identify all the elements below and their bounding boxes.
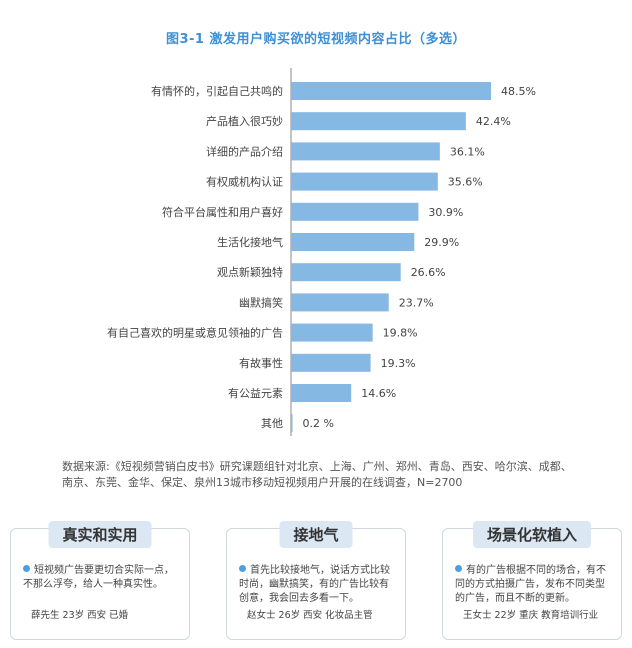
value-label: 26.6%	[411, 266, 446, 279]
value-label: 0.2 %	[303, 417, 334, 430]
data-source-note: 数据来源:《短视频营销白皮书》研究课题组针对北京、上海、广州、郑州、青岛、西安、…	[62, 459, 582, 491]
bar	[291, 323, 373, 342]
card-title: 接地气	[279, 521, 353, 548]
quote-card-2: 接地气 首先比较接地气，说话方式比较时尚，幽默搞笑，有的广告比较有创意，我会回去…	[226, 521, 406, 640]
bar	[291, 112, 466, 131]
value-label: 42.4%	[476, 115, 511, 128]
value-label: 29.9%	[424, 236, 459, 249]
card-author: 薛先生 23岁 西安 已婚	[31, 610, 129, 621]
value-label: 14.6%	[361, 387, 396, 400]
card-title: 场景化软植入	[472, 521, 592, 548]
card-title: 真实和实用	[48, 521, 152, 548]
bullet-icon	[455, 565, 462, 572]
value-label: 19.3%	[381, 357, 416, 370]
bar	[291, 172, 438, 191]
value-label: 35.6%	[448, 176, 483, 189]
category-label: 有公益元素	[228, 386, 283, 400]
card-text-block: 有的广告根据不同的场合，有不同的方式拍摄广告，发布不同类型的广告，而且不断的更新…	[455, 564, 611, 606]
bar	[291, 353, 371, 372]
source-line-1: 数据来源:《短视频营销白皮书》研究课题组针对北京、上海、广州、郑州、青岛、西安、…	[62, 460, 572, 473]
card-text: 有的广告根据不同的场合，有不同的方式拍摄广告，发布不同类型的广告，而且不断的更新…	[455, 565, 606, 604]
card-author: 王女士 22岁 重庆 教育培训行业	[463, 610, 599, 621]
card-author: 赵女士 26岁 西安 化妆品主管	[247, 610, 373, 621]
bar-chart: 有情怀的，引起自己共鸣的 48.5% 产品植入很巧妙 42.4% 详细的产品介绍 36.1…	[107, 68, 536, 436]
category-label: 幽默搞笑	[239, 295, 283, 309]
category-label: 有权威机构认证	[206, 175, 283, 189]
source-line-2: 南京、东莞、金华、保定、泉州13城市移动短视频用户开展的在线调查，N=2700	[62, 476, 463, 489]
card-text: 短视频广告要更切合实际一点，不那么浮夸，给人一种真实性。	[23, 565, 174, 590]
bar	[291, 233, 415, 251]
bar	[291, 263, 401, 282]
card-text-block: 短视频广告要更切合实际一点，不那么浮夸，给人一种真实性。	[23, 564, 179, 592]
value-label: 36.1%	[450, 145, 485, 158]
quote-card-3: 场景化软植入 有的广告根据不同的场合，有不同的方式拍摄广告，发布不同类型的广告，…	[442, 521, 622, 640]
bar	[291, 202, 419, 221]
category-label: 有故事性	[239, 356, 283, 370]
category-label: 符合平台属性和用户喜好	[162, 205, 283, 219]
category-label: 观点新颖独特	[217, 265, 283, 279]
bullet-icon	[23, 565, 30, 572]
bar	[291, 293, 389, 312]
category-label: 生活化接地气	[217, 235, 283, 249]
value-label: 48.5%	[501, 85, 536, 98]
chart-title: 图3-1 激发用户购买欲的短视频内容占比（多选）	[165, 32, 466, 47]
bar	[291, 414, 293, 433]
card-text: 首先比较接地气，说话方式比较时尚，幽默搞笑，有的广告比较有创意，我会回去多看一下…	[239, 565, 390, 604]
value-label: 23.7%	[399, 296, 434, 309]
category-label: 其他	[261, 417, 283, 430]
category-label: 有情怀的，引起自己共鸣的	[151, 84, 283, 98]
bar	[291, 384, 352, 402]
bar	[291, 82, 491, 100]
category-label: 详细的产品介绍	[206, 144, 283, 158]
card-text-block: 首先比较接地气，说话方式比较时尚，幽默搞笑，有的广告比较有创意，我会回去多看一下…	[239, 564, 395, 606]
category-label: 产品植入很巧妙	[206, 114, 283, 128]
bar	[291, 142, 440, 161]
value-label: 19.8%	[383, 327, 418, 340]
bullet-icon	[239, 565, 246, 572]
value-label: 30.9%	[428, 206, 463, 219]
quote-card-1: 真实和实用 短视频广告要更切合实际一点，不那么浮夸，给人一种真实性。 薛先生 2…	[10, 521, 190, 640]
category-label: 有自己喜欢的明星或意见领袖的广告	[107, 326, 283, 340]
